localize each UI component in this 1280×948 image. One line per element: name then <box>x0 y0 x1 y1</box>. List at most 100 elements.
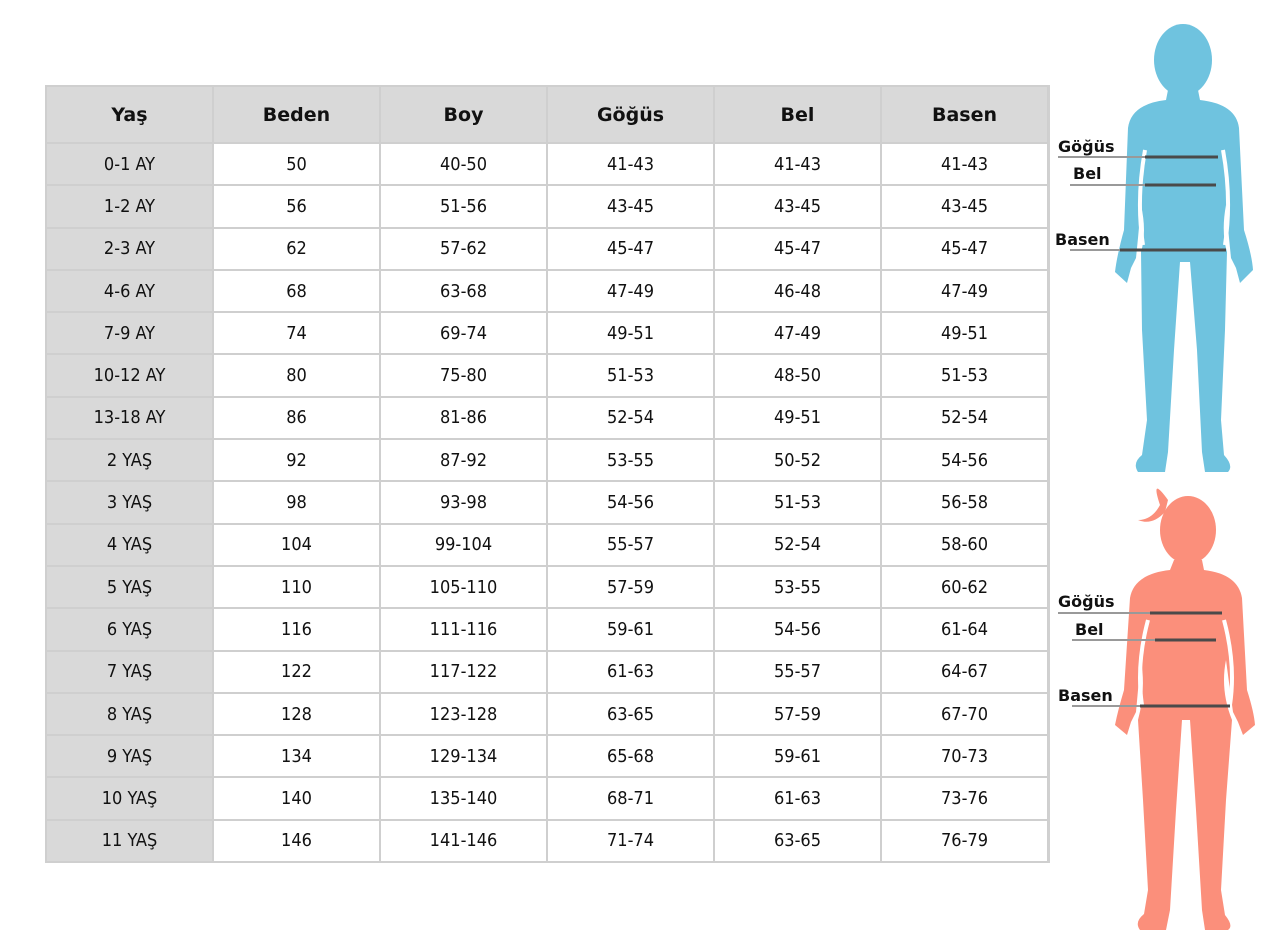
table-cell: 46-48 <box>713 268 882 314</box>
table-cell: 49-51 <box>546 311 715 356</box>
table-cell: 99-104 <box>379 522 548 567</box>
table-row: 4 YAŞ 104 99-104 55-57 52-54 58-60 <box>45 522 1049 567</box>
column-header: Göğüs <box>546 85 715 144</box>
table-row: 9 YAŞ 134 129-134 65-68 59-61 70-73 <box>45 734 1049 779</box>
table-cell: 61-64 <box>880 607 1049 652</box>
table-cell: 55-57 <box>546 522 715 567</box>
table-cell: 61-63 <box>546 649 715 694</box>
table-cell: 56 <box>212 184 381 229</box>
table-cell: 62 <box>212 226 381 271</box>
table-cell: 81-86 <box>379 395 548 441</box>
table-cell: 135-140 <box>379 776 548 821</box>
table-cell: 110 <box>212 564 381 610</box>
table-cell: 45-47 <box>880 226 1049 271</box>
table-cell: 50-52 <box>713 438 882 483</box>
table-cell: 51-53 <box>546 353 715 398</box>
table-cell: 123-128 <box>379 691 548 737</box>
table-cell: 122 <box>212 649 381 694</box>
age-cell: 7 YAŞ <box>45 649 214 694</box>
table-cell: 48-50 <box>713 353 882 398</box>
age-cell: 10 YAŞ <box>45 776 214 821</box>
table-row: 6 YAŞ 116 111-116 59-61 54-56 61-64 <box>45 607 1049 652</box>
table-cell: 45-47 <box>713 226 882 271</box>
table-cell: 98 <box>212 480 381 525</box>
table-cell: 51-53 <box>713 480 882 525</box>
table-cell: 57-59 <box>713 691 882 737</box>
table-row: 1-2 AY 56 51-56 43-45 43-45 43-45 <box>45 184 1049 229</box>
table-row: 13-18 AY 86 81-86 52-54 49-51 52-54 <box>45 395 1049 441</box>
table-cell: 63-65 <box>546 691 715 737</box>
table-cell: 54-56 <box>546 480 715 525</box>
column-header: Basen <box>880 85 1049 144</box>
table-cell: 64-67 <box>880 649 1049 694</box>
table-cell: 128 <box>212 691 381 737</box>
table-cell: 52-54 <box>546 395 715 441</box>
table-cell: 63-65 <box>713 818 882 864</box>
table-cell: 129-134 <box>379 734 548 779</box>
table-cell: 52-54 <box>713 522 882 567</box>
table-cell: 58-60 <box>880 522 1049 567</box>
table-cell: 69-74 <box>379 311 548 356</box>
boy-head <box>1154 24 1212 96</box>
table-cell: 104 <box>212 522 381 567</box>
age-cell: 7-9 AY <box>45 311 214 356</box>
table-row: 4-6 AY 68 63-68 47-49 46-48 47-49 <box>45 268 1049 314</box>
age-cell: 5 YAŞ <box>45 564 214 610</box>
age-cell: 9 YAŞ <box>45 734 214 779</box>
table-row: 2-3 AY 62 57-62 45-47 45-47 45-47 <box>45 226 1049 271</box>
table-cell: 41-43 <box>713 141 882 187</box>
table-cell: 55-57 <box>713 649 882 694</box>
table-cell: 54-56 <box>880 438 1049 483</box>
table-cell: 134 <box>212 734 381 779</box>
table-cell: 140 <box>212 776 381 821</box>
table-cell: 61-63 <box>713 776 882 821</box>
table-cell: 49-51 <box>880 311 1049 356</box>
girl-body <box>1115 560 1255 930</box>
table-row: 10 YAŞ 140 135-140 68-71 61-63 73-76 <box>45 776 1049 821</box>
table-cell: 60-62 <box>880 564 1049 610</box>
table-cell: 43-45 <box>713 184 882 229</box>
table-row: 11 YAŞ 146 141-146 71-74 63-65 76-79 <box>45 818 1049 864</box>
table-cell: 53-55 <box>713 564 882 610</box>
boy-chest-label: Göğüs <box>1058 137 1115 156</box>
table-cell: 51-53 <box>880 353 1049 398</box>
age-cell: 8 YAŞ <box>45 691 214 737</box>
table-cell: 87-92 <box>379 438 548 483</box>
table-row: 5 YAŞ 110 105-110 57-59 53-55 60-62 <box>45 564 1049 610</box>
table-cell: 59-61 <box>546 607 715 652</box>
table-cell: 141-146 <box>379 818 548 864</box>
boy-figure: Göğüs Bel Basen <box>1055 24 1253 472</box>
girl-ponytail <box>1138 488 1168 522</box>
table-cell: 47-49 <box>546 268 715 314</box>
table-cell: 86 <box>212 395 381 441</box>
table-row: 2 YAŞ 92 87-92 53-55 50-52 54-56 <box>45 438 1049 483</box>
table-cell: 41-43 <box>546 141 715 187</box>
age-cell: 3 YAŞ <box>45 480 214 525</box>
table-row: 8 YAŞ 128 123-128 63-65 57-59 67-70 <box>45 691 1049 737</box>
table-cell: 63-68 <box>379 268 548 314</box>
age-cell: 2 YAŞ <box>45 438 214 483</box>
table-row: 10-12 AY 80 75-80 51-53 48-50 51-53 <box>45 353 1049 398</box>
table-cell: 75-80 <box>379 353 548 398</box>
table-row: 7-9 AY 74 69-74 49-51 47-49 49-51 <box>45 311 1049 356</box>
table-cell: 41-43 <box>880 141 1049 187</box>
table-cell: 40-50 <box>379 141 548 187</box>
table-cell: 53-55 <box>546 438 715 483</box>
table-cell: 43-45 <box>546 184 715 229</box>
age-cell: 2-3 AY <box>45 226 214 271</box>
table-cell: 51-56 <box>379 184 548 229</box>
table-cell: 105-110 <box>379 564 548 610</box>
age-cell: 13-18 AY <box>45 395 214 441</box>
table-cell: 74 <box>212 311 381 356</box>
size-chart-table: Yaş Beden Boy Göğüs Bel Basen 0-1 AY 50 40-50 41… <box>45 85 1049 864</box>
girl-chest-label: Göğüs <box>1058 592 1115 611</box>
table-header-row: Yaş Beden Boy Göğüs Bel Basen <box>45 85 1049 144</box>
table-cell: 146 <box>212 818 381 864</box>
table-cell: 65-68 <box>546 734 715 779</box>
table-cell: 47-49 <box>880 268 1049 314</box>
table-cell: 52-54 <box>880 395 1049 441</box>
table-row: 0-1 AY 50 40-50 41-43 41-43 41-43 <box>45 141 1049 187</box>
table-row: 7 YAŞ 122 117-122 61-63 55-57 64-67 <box>45 649 1049 694</box>
table-cell: 57-59 <box>546 564 715 610</box>
table-row: 3 YAŞ 98 93-98 54-56 51-53 56-58 <box>45 480 1049 525</box>
